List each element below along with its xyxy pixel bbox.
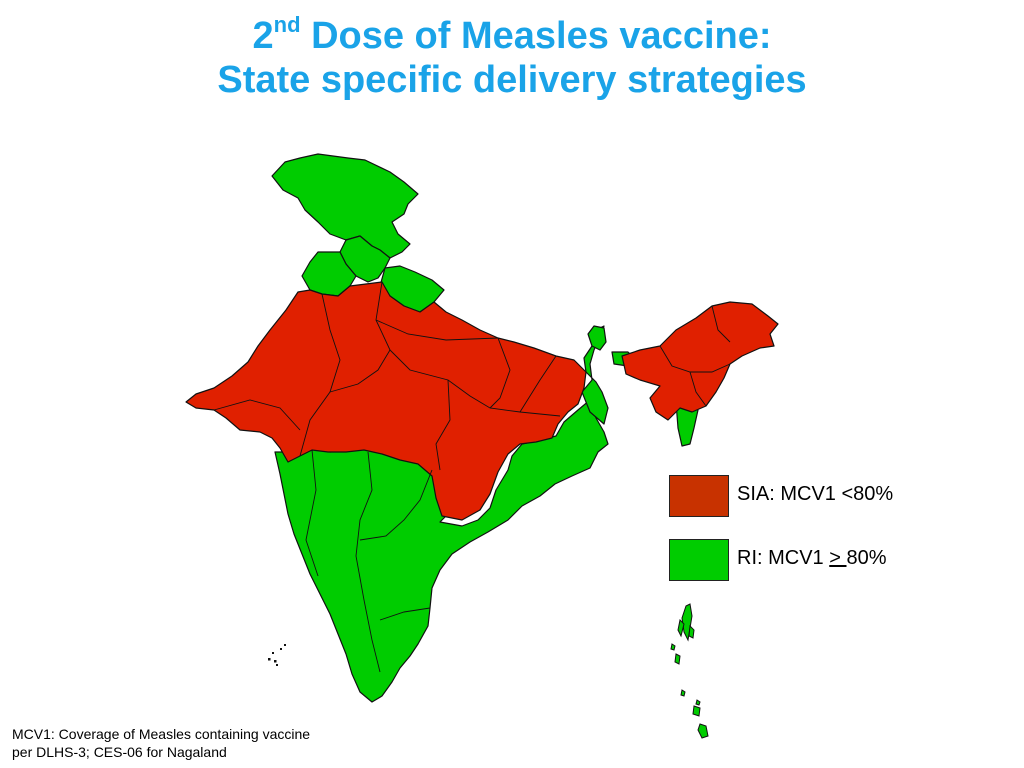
title-line-2: State specific delivery strategies bbox=[217, 59, 807, 101]
legend-swatch-sia bbox=[669, 475, 729, 517]
footnote-line-1: MCV1: Coverage of Measles containing vac… bbox=[12, 726, 311, 742]
legend-label-ri: RI: MCV1 > 80% bbox=[737, 547, 887, 570]
slide-title: 2nd Dose of Measles vaccine: State speci… bbox=[0, 14, 1024, 102]
region-north-central bbox=[185, 281, 587, 521]
legend-swatch-ri bbox=[669, 539, 729, 581]
nicobar-islands bbox=[697, 723, 709, 739]
title-ordinal-number: 2 bbox=[252, 15, 274, 57]
title-line-1: 2nd Dose of Measles vaccine: bbox=[0, 14, 1024, 58]
india-vaccination-map bbox=[185, 153, 779, 739]
lakshadweep-islands bbox=[268, 644, 286, 666]
legend-label-ri-suffix: 80% bbox=[846, 547, 887, 569]
title-line-1-text: Dose of Measles vaccine: bbox=[300, 15, 772, 57]
legend-label-sia: SIA: MCV1 <80% bbox=[737, 483, 894, 505]
region-sikkim bbox=[587, 325, 607, 351]
region-west-bengal bbox=[581, 325, 609, 425]
legend-label-ri-prefix: RI: MCV1 bbox=[737, 547, 830, 569]
region-northeast bbox=[621, 301, 779, 421]
island-groups bbox=[670, 603, 709, 739]
region-jammu-kashmir bbox=[271, 153, 419, 259]
title-ordinal-suffix: nd bbox=[273, 12, 301, 37]
footnote: MCV1: Coverage of Measles containing vac… bbox=[12, 725, 310, 761]
footnote-line-2: per DLHS-3; CES-06 for Nagaland bbox=[12, 744, 227, 760]
legend-label-ri-symbol: > bbox=[829, 547, 847, 569]
